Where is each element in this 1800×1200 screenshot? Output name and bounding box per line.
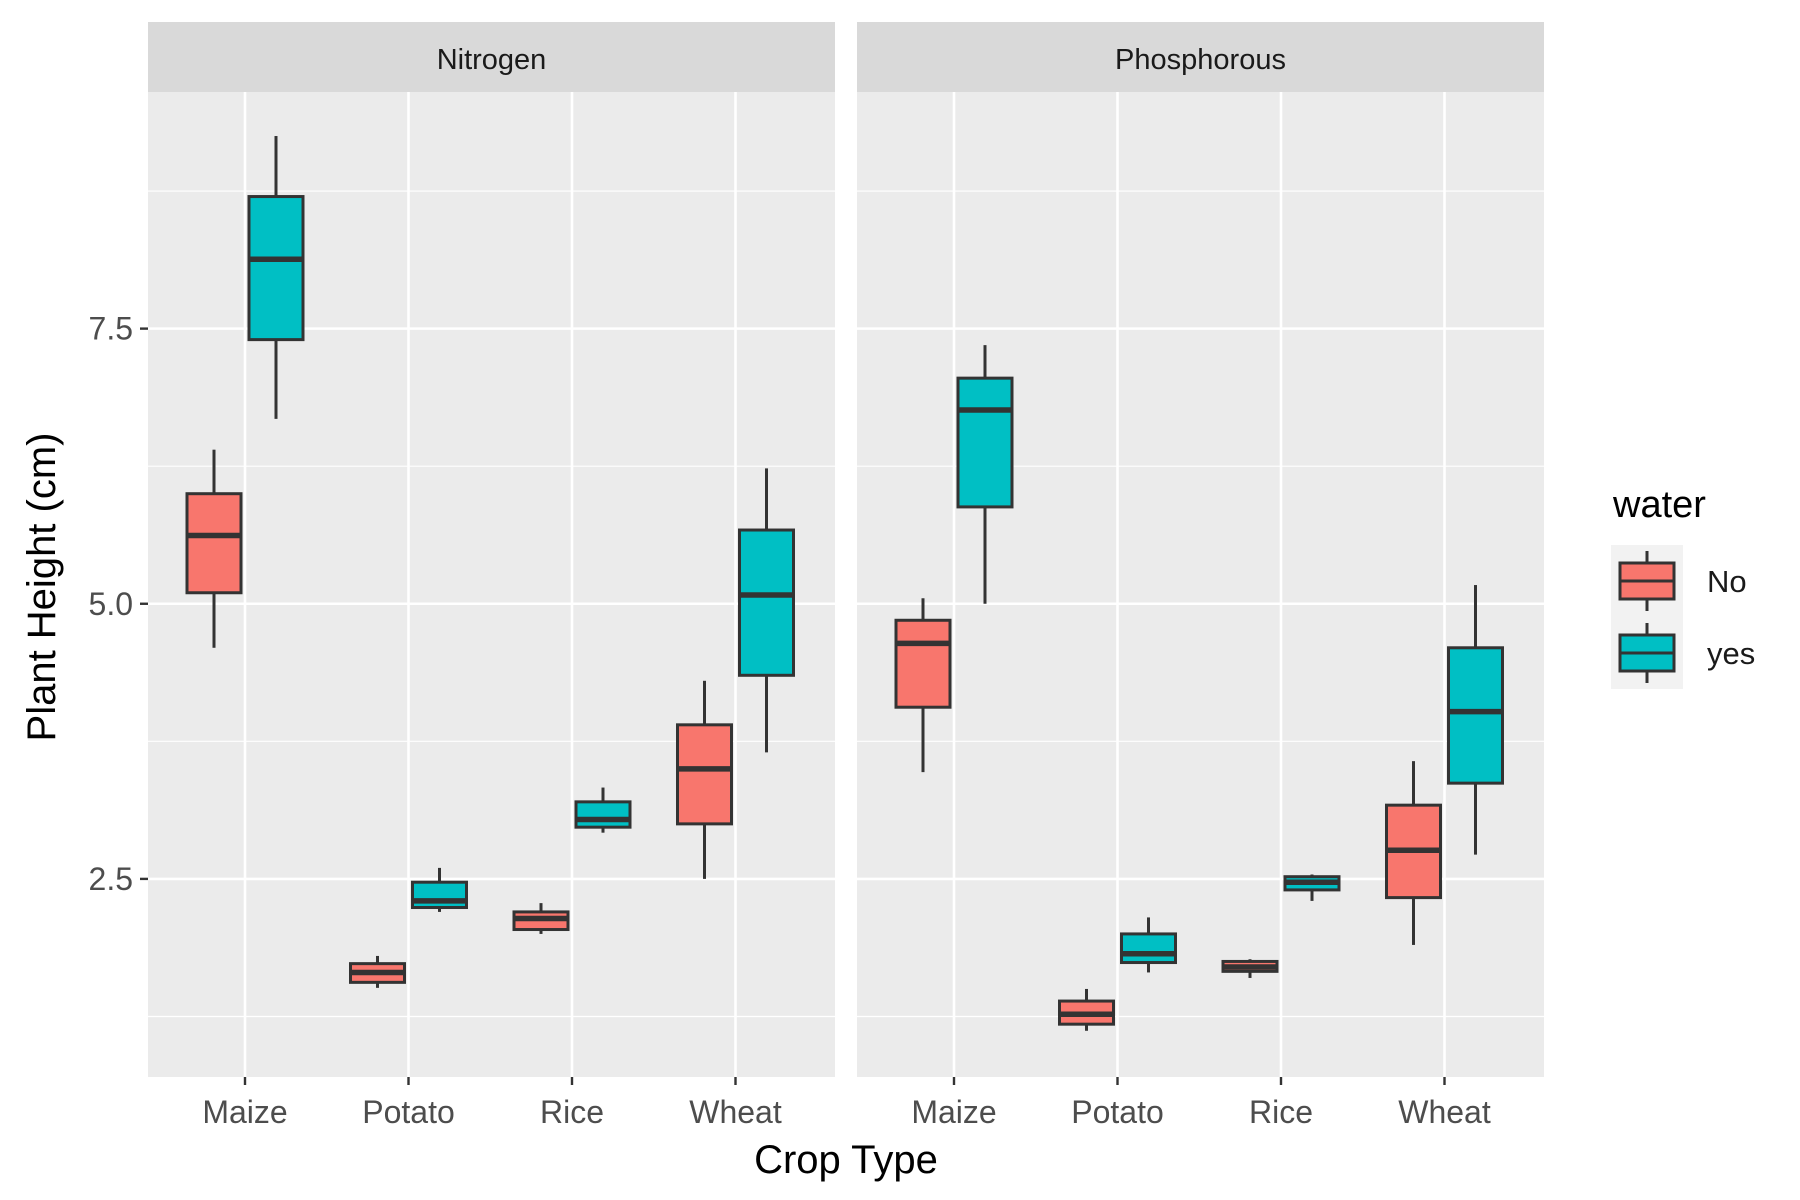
legend-label: yes [1707, 636, 1755, 671]
x-tick-label: Rice [540, 1094, 604, 1130]
box-wheat-no [676, 680, 733, 879]
box-iqr [185, 492, 243, 595]
box-iqr [574, 800, 632, 829]
box-maize-yes [956, 345, 1014, 604]
x-tick-label: Maize [202, 1094, 287, 1130]
box-wheat-yes [738, 468, 795, 753]
box-potato-no [1058, 988, 1115, 1031]
x-tick-label: Potato [362, 1094, 455, 1130]
box-iqr [894, 618, 952, 709]
legend-key-yes: yes [1611, 617, 1755, 689]
box-maize-no [894, 598, 952, 773]
legend-label: No [1707, 564, 1747, 599]
legend: water No yes [1611, 484, 1755, 689]
legend-title: water [1612, 484, 1706, 526]
facet-strip-label: Phosphorous [1115, 44, 1286, 76]
box-rice-no [512, 903, 570, 934]
box-iqr [956, 376, 1014, 509]
box-rice-yes [1283, 874, 1341, 901]
panel-background [857, 92, 1544, 1077]
box-potato-yes [1120, 917, 1177, 973]
box-iqr [1120, 932, 1177, 965]
facet-panel-phosphorous: Phosphorous Maize Potato Rice Wheat [857, 22, 1544, 1130]
x-tick-label: Wheat [689, 1094, 782, 1130]
box-potato-yes [411, 867, 468, 912]
box-potato-no [349, 955, 406, 988]
legend-key-no: No [1611, 545, 1747, 617]
box-maize-no [185, 449, 243, 648]
y-axis-title: Plant Height (cm) [20, 433, 64, 742]
box-maize-yes [247, 136, 305, 419]
x-tick-label: Wheat [1398, 1094, 1491, 1130]
y-tick-label: 7.5 [89, 311, 133, 347]
facet-strip-label: Nitrogen [437, 44, 547, 76]
box-rice-yes [574, 787, 632, 833]
panels-layer: Nitrogen Maize Potato Rice Wheat Phosphorous M… [148, 22, 1544, 1130]
x-tick-label: Maize [911, 1094, 996, 1130]
x-axis-title: Crop Type [754, 1138, 938, 1182]
y-tick-label: 5.0 [89, 586, 133, 622]
box-iqr [411, 880, 468, 910]
box-wheat-yes [1447, 585, 1504, 855]
box-iqr [738, 528, 795, 677]
box-iqr [1447, 646, 1504, 785]
facet-panel-nitrogen: Nitrogen Maize Potato Rice Wheat [148, 22, 835, 1130]
box-iqr [247, 195, 305, 342]
box-wheat-no [1385, 761, 1442, 945]
x-tick-label: Potato [1071, 1094, 1164, 1130]
facet-strip [148, 22, 835, 92]
y-axis: 2.5 5.0 7.5 [89, 311, 148, 897]
x-tick-label: Rice [1249, 1094, 1313, 1130]
facet-strip [857, 22, 1544, 92]
box-rice-no [1221, 959, 1279, 978]
box-iqr [676, 723, 733, 826]
y-tick-label: 2.5 [89, 861, 133, 897]
